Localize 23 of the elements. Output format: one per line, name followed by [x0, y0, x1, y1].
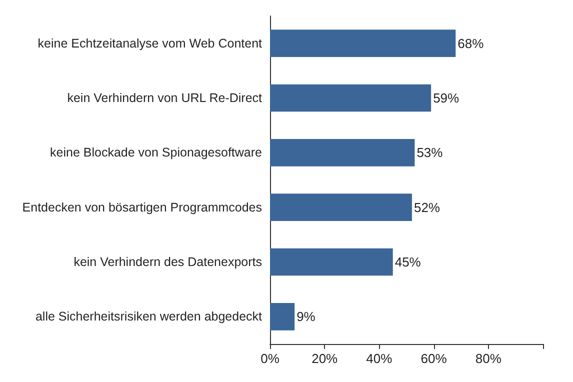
y-tick-label: kein Verhindern von URL Re-Direct [67, 91, 263, 105]
bar [270, 303, 295, 330]
y-tick-label: alle Sicherheitsrisiken werden abgedeckt [35, 310, 263, 324]
bar [270, 194, 412, 221]
data-label: 59% [433, 90, 460, 106]
data-label: 53% [416, 145, 444, 160]
x-tick-label: 20% [312, 351, 338, 366]
x-tick-label: 0% [260, 351, 280, 366]
y-tick-label: keine Echtzeitanalyse vom Web Content [38, 36, 263, 50]
bar [270, 30, 456, 57]
y-tick-label: Entdecken von bösartigen Programmcodes [22, 200, 262, 214]
data-label: 52% [414, 200, 440, 215]
bar [270, 84, 432, 112]
x-tick-label: 80% [475, 351, 502, 366]
y-tick-label: keine Blockade von Spionagesoftware [50, 146, 262, 160]
y-tick-label: kein Verhindern des Datenexports [74, 255, 262, 269]
bar [270, 139, 415, 166]
bar [270, 248, 393, 276]
data-label: 68% [458, 36, 484, 51]
x-tick-label: 40% [366, 351, 393, 366]
data-label: 9% [296, 309, 316, 324]
data-label: 45% [394, 254, 422, 270]
x-tick-label: 60% [420, 351, 448, 366]
